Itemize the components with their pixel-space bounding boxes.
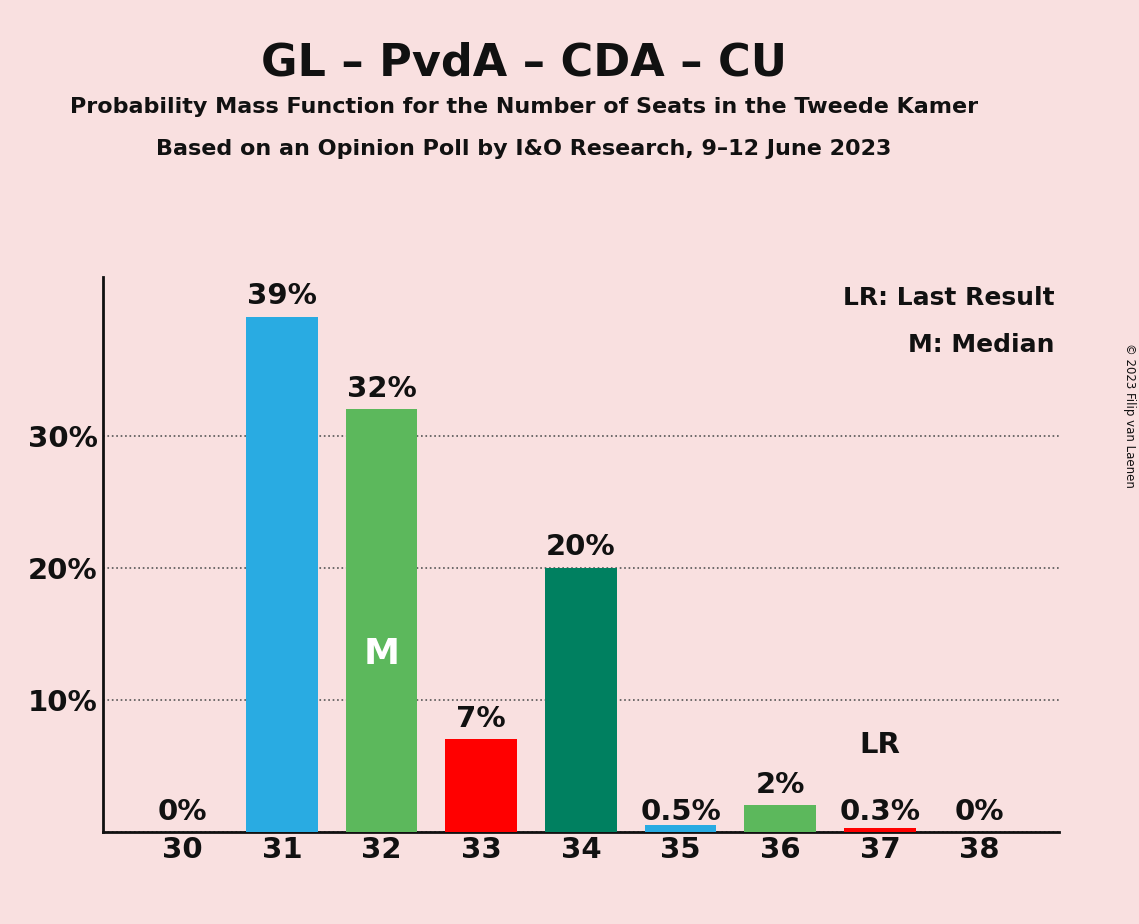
Text: 20%: 20% bbox=[546, 533, 616, 561]
Bar bbox=[445, 739, 517, 832]
Bar bbox=[346, 409, 418, 832]
Text: LR: LR bbox=[860, 731, 900, 759]
Text: 0.3%: 0.3% bbox=[839, 798, 920, 826]
Text: 7%: 7% bbox=[457, 705, 506, 733]
Text: LR: Last Result: LR: Last Result bbox=[843, 286, 1055, 310]
Text: GL – PvdA – CDA – CU: GL – PvdA – CDA – CU bbox=[261, 42, 787, 85]
Text: © 2023 Filip van Laenen: © 2023 Filip van Laenen bbox=[1123, 344, 1137, 488]
Bar bbox=[844, 828, 916, 832]
Text: 0.5%: 0.5% bbox=[640, 798, 721, 826]
Text: M: Median: M: Median bbox=[908, 333, 1055, 357]
Bar bbox=[645, 825, 716, 832]
Text: Probability Mass Function for the Number of Seats in the Tweede Kamer: Probability Mass Function for the Number… bbox=[69, 97, 978, 117]
Text: 39%: 39% bbox=[247, 282, 317, 310]
Bar bbox=[546, 567, 617, 832]
Text: M: M bbox=[363, 638, 400, 671]
Text: Based on an Opinion Poll by I&O Research, 9–12 June 2023: Based on an Opinion Poll by I&O Research… bbox=[156, 139, 892, 159]
Text: 32%: 32% bbox=[346, 374, 417, 403]
Text: 0%: 0% bbox=[157, 798, 207, 826]
Text: 2%: 2% bbox=[755, 771, 805, 798]
Bar bbox=[246, 317, 318, 832]
Text: 0%: 0% bbox=[954, 798, 1005, 826]
Bar bbox=[745, 805, 817, 832]
